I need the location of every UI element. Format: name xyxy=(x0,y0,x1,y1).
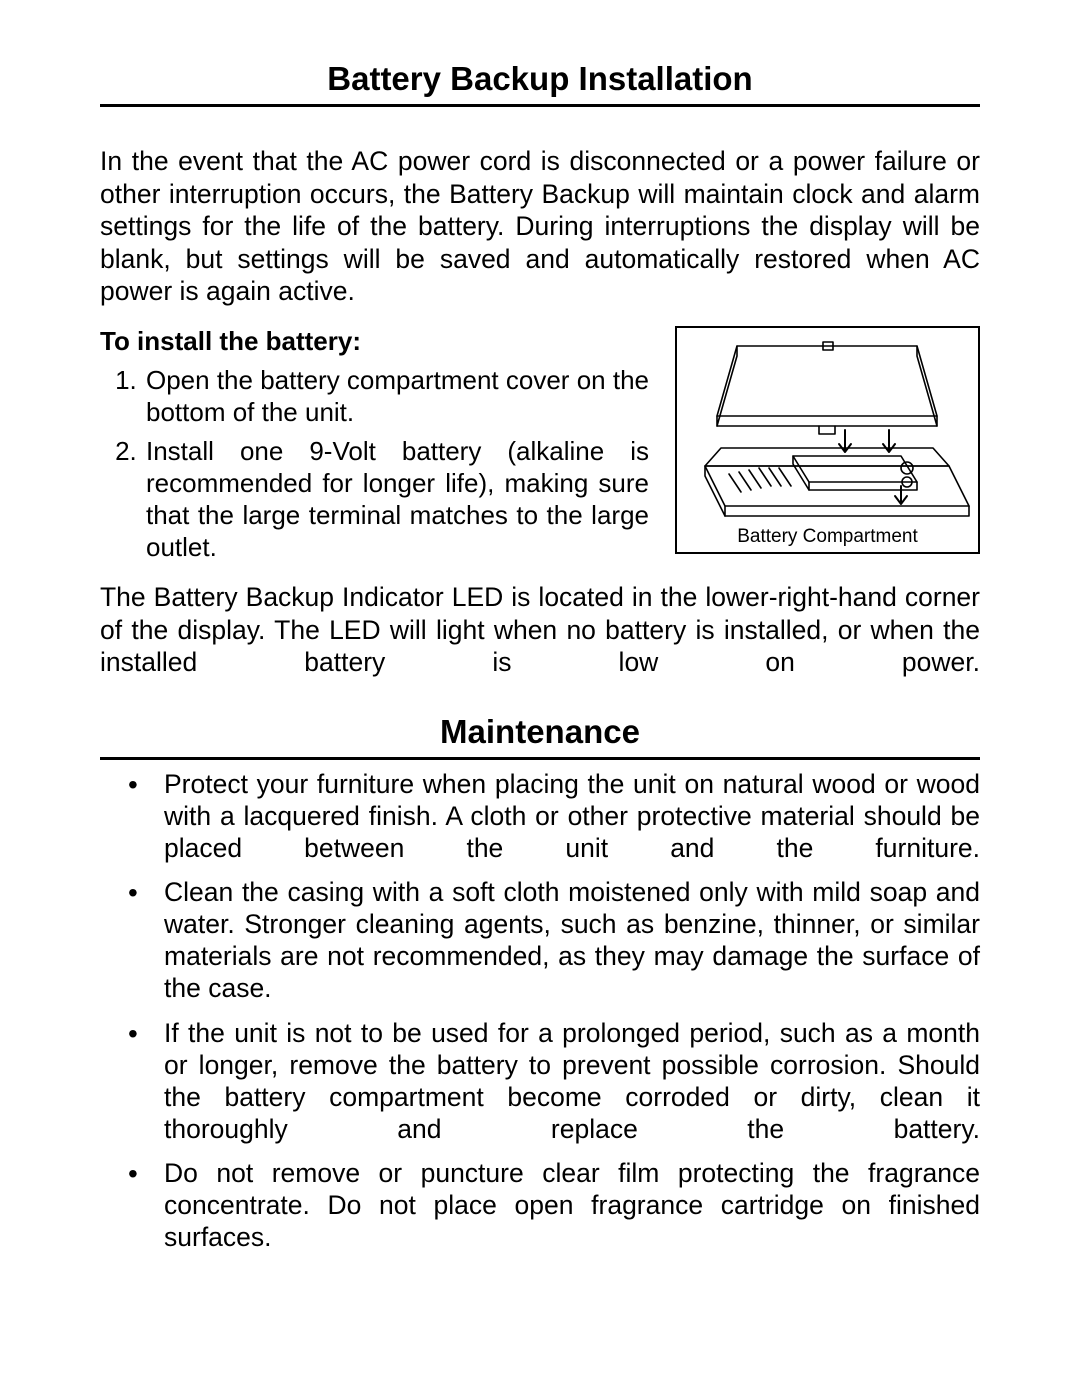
install-steps: Open the battery compartment cover on th… xyxy=(100,365,649,563)
section-title-battery: Battery Backup Installation xyxy=(100,60,980,107)
section-title-maintenance: Maintenance xyxy=(100,713,980,760)
install-text-col: To install the battery: Open the battery… xyxy=(100,326,649,571)
intro-paragraph: In the event that the AC power cord is d… xyxy=(100,145,980,308)
maintenance-bullets: Protect your furniture when placing the … xyxy=(100,768,980,1253)
install-step-1: Open the battery compartment cover on th… xyxy=(144,365,649,428)
maintenance-bullet-2: Clean the casing with a soft cloth moist… xyxy=(138,876,980,1004)
led-paragraph: The Battery Backup Indicator LED is loca… xyxy=(100,581,980,679)
manual-page: Battery Backup Installation In the event… xyxy=(0,0,1080,1335)
battery-figure: Battery Compartment xyxy=(675,326,980,554)
battery-compartment-illustration xyxy=(685,334,970,524)
install-row: To install the battery: Open the battery… xyxy=(100,326,980,571)
install-step-2: Install one 9-Volt battery (alkaline is … xyxy=(144,436,649,563)
install-subhead: To install the battery: xyxy=(100,326,649,357)
maintenance-bullet-4: Do not remove or puncture clear film pro… xyxy=(138,1157,980,1253)
figure-caption: Battery Compartment xyxy=(737,526,918,548)
maintenance-bullet-1: Protect your furniture when placing the … xyxy=(138,768,980,864)
maintenance-bullet-3: If the unit is not to be used for a prol… xyxy=(138,1017,980,1145)
